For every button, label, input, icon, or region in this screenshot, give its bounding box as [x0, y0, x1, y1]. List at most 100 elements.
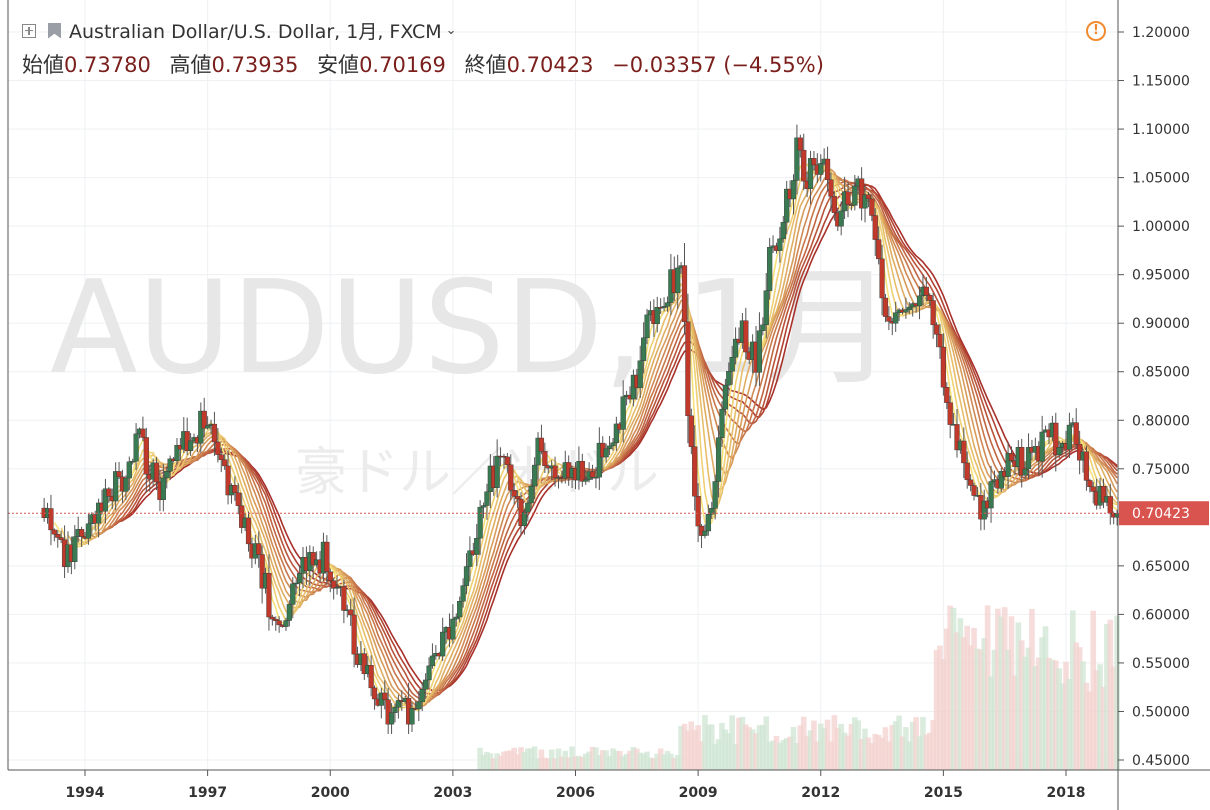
candle-body: [140, 428, 146, 438]
volume-bar: [797, 725, 804, 770]
candle-body: [501, 456, 507, 458]
time-axis[interactable]: 1994 1997 2000 2003 2006 2009 2012 2015 2018: [66, 770, 1086, 801]
candle-body: [893, 312, 899, 324]
candle: [927, 293, 933, 306]
candle: [729, 345, 735, 385]
candle: [1107, 483, 1113, 525]
volume-bar: [514, 754, 521, 770]
candle-body: [351, 614, 357, 655]
volume-bar: [814, 741, 821, 770]
candle: [811, 151, 817, 171]
volume-bar: [1066, 679, 1073, 770]
candle-body: [784, 188, 790, 223]
volume-bar: [926, 732, 933, 770]
x-tick-label: 2015: [924, 785, 963, 801]
volume-bar: [777, 742, 783, 770]
volume-bar: [1073, 642, 1080, 770]
candle: [48, 494, 54, 546]
volume-bar: [838, 723, 844, 770]
price-axis[interactable]: 1.20000 1.15000 1.10000 1.05000 1.00000 0.950…: [1118, 25, 1190, 769]
symbol-title[interactable]: Australian Dollar/U.S. Dollar, 1月, FXCM: [69, 21, 442, 43]
volume-bar: [613, 750, 620, 770]
candle: [933, 322, 940, 348]
candle: [828, 172, 834, 212]
volume-bar: [525, 748, 531, 770]
candle: [205, 416, 211, 430]
candle-body: [310, 552, 316, 566]
volume-bar: [501, 751, 507, 770]
candle: [307, 545, 313, 586]
watermark-symbol: AUDUSD, 1月: [50, 254, 894, 403]
volume-bar: [766, 741, 773, 770]
candle-body: [296, 573, 303, 584]
candle-body: [988, 481, 994, 509]
candle: [174, 438, 180, 465]
candle: [869, 194, 875, 222]
y-tick-label: 1.00000: [1132, 219, 1190, 235]
volume-bar: [1063, 661, 1069, 770]
volume-bar: [559, 756, 565, 770]
candle: [102, 478, 109, 524]
warning-icon[interactable]: !: [1086, 21, 1106, 41]
last-price-tag: [1119, 501, 1209, 526]
candle: [794, 124, 800, 195]
volume-bar: [1015, 622, 1022, 770]
volume-bar: [896, 715, 902, 770]
candle-body: [903, 309, 909, 313]
candle: [784, 180, 790, 235]
candle-body: [947, 402, 953, 425]
volume-bar: [899, 736, 906, 770]
candle-body: [767, 247, 773, 291]
x-tick-label: 1994: [66, 785, 105, 801]
candle: [514, 490, 521, 509]
candle: [266, 554, 272, 631]
volume-bar: [654, 753, 661, 770]
y-tick-label: 0.55000: [1132, 656, 1190, 672]
candle-body: [368, 665, 374, 689]
candle-body: [937, 334, 943, 348]
volume-bar: [668, 753, 674, 770]
chevron-down-icon[interactable]: ⌄: [445, 23, 457, 38]
y-tick-label: 1.05000: [1132, 171, 1190, 187]
flag-icon[interactable]: [48, 22, 61, 39]
x-tick-label: 1997: [188, 785, 227, 801]
volume-bar: [589, 746, 596, 770]
candle-body: [232, 485, 238, 493]
volume-bar: [1097, 664, 1103, 770]
candle: [542, 442, 548, 473]
volume-bar: [647, 757, 654, 770]
candle-body: [463, 566, 470, 586]
volume-bar: [538, 749, 545, 770]
volume-bar: [634, 748, 640, 770]
candle-body: [916, 295, 923, 307]
volume-bar: [988, 676, 994, 770]
candle-body: [777, 238, 783, 251]
candle: [893, 301, 899, 332]
candle-body: [484, 491, 490, 506]
candle-body: [395, 700, 401, 708]
volume-bar: [627, 750, 633, 770]
candle-body: [78, 529, 85, 537]
volume-bar: [770, 740, 776, 770]
candle: [113, 462, 119, 511]
candle-body: [1025, 447, 1032, 470]
volume-bar: [957, 618, 964, 770]
volume-bar: [732, 744, 739, 770]
candle: [961, 427, 967, 479]
candle-body: [256, 543, 262, 555]
candle-body: [981, 500, 987, 520]
candle: [709, 501, 715, 519]
candle-body: [535, 437, 541, 466]
candle: [1039, 415, 1045, 478]
candle-body: [944, 387, 950, 403]
volume-bar: [695, 725, 701, 770]
candle: [51, 528, 57, 542]
candle-body: [1056, 447, 1062, 456]
volume-bar: [892, 721, 899, 770]
candle: [685, 293, 691, 444]
volume-bar: [715, 739, 722, 770]
candle: [123, 475, 129, 501]
volume-bar: [916, 736, 923, 770]
add-symbol-icon[interactable]: [22, 23, 36, 38]
